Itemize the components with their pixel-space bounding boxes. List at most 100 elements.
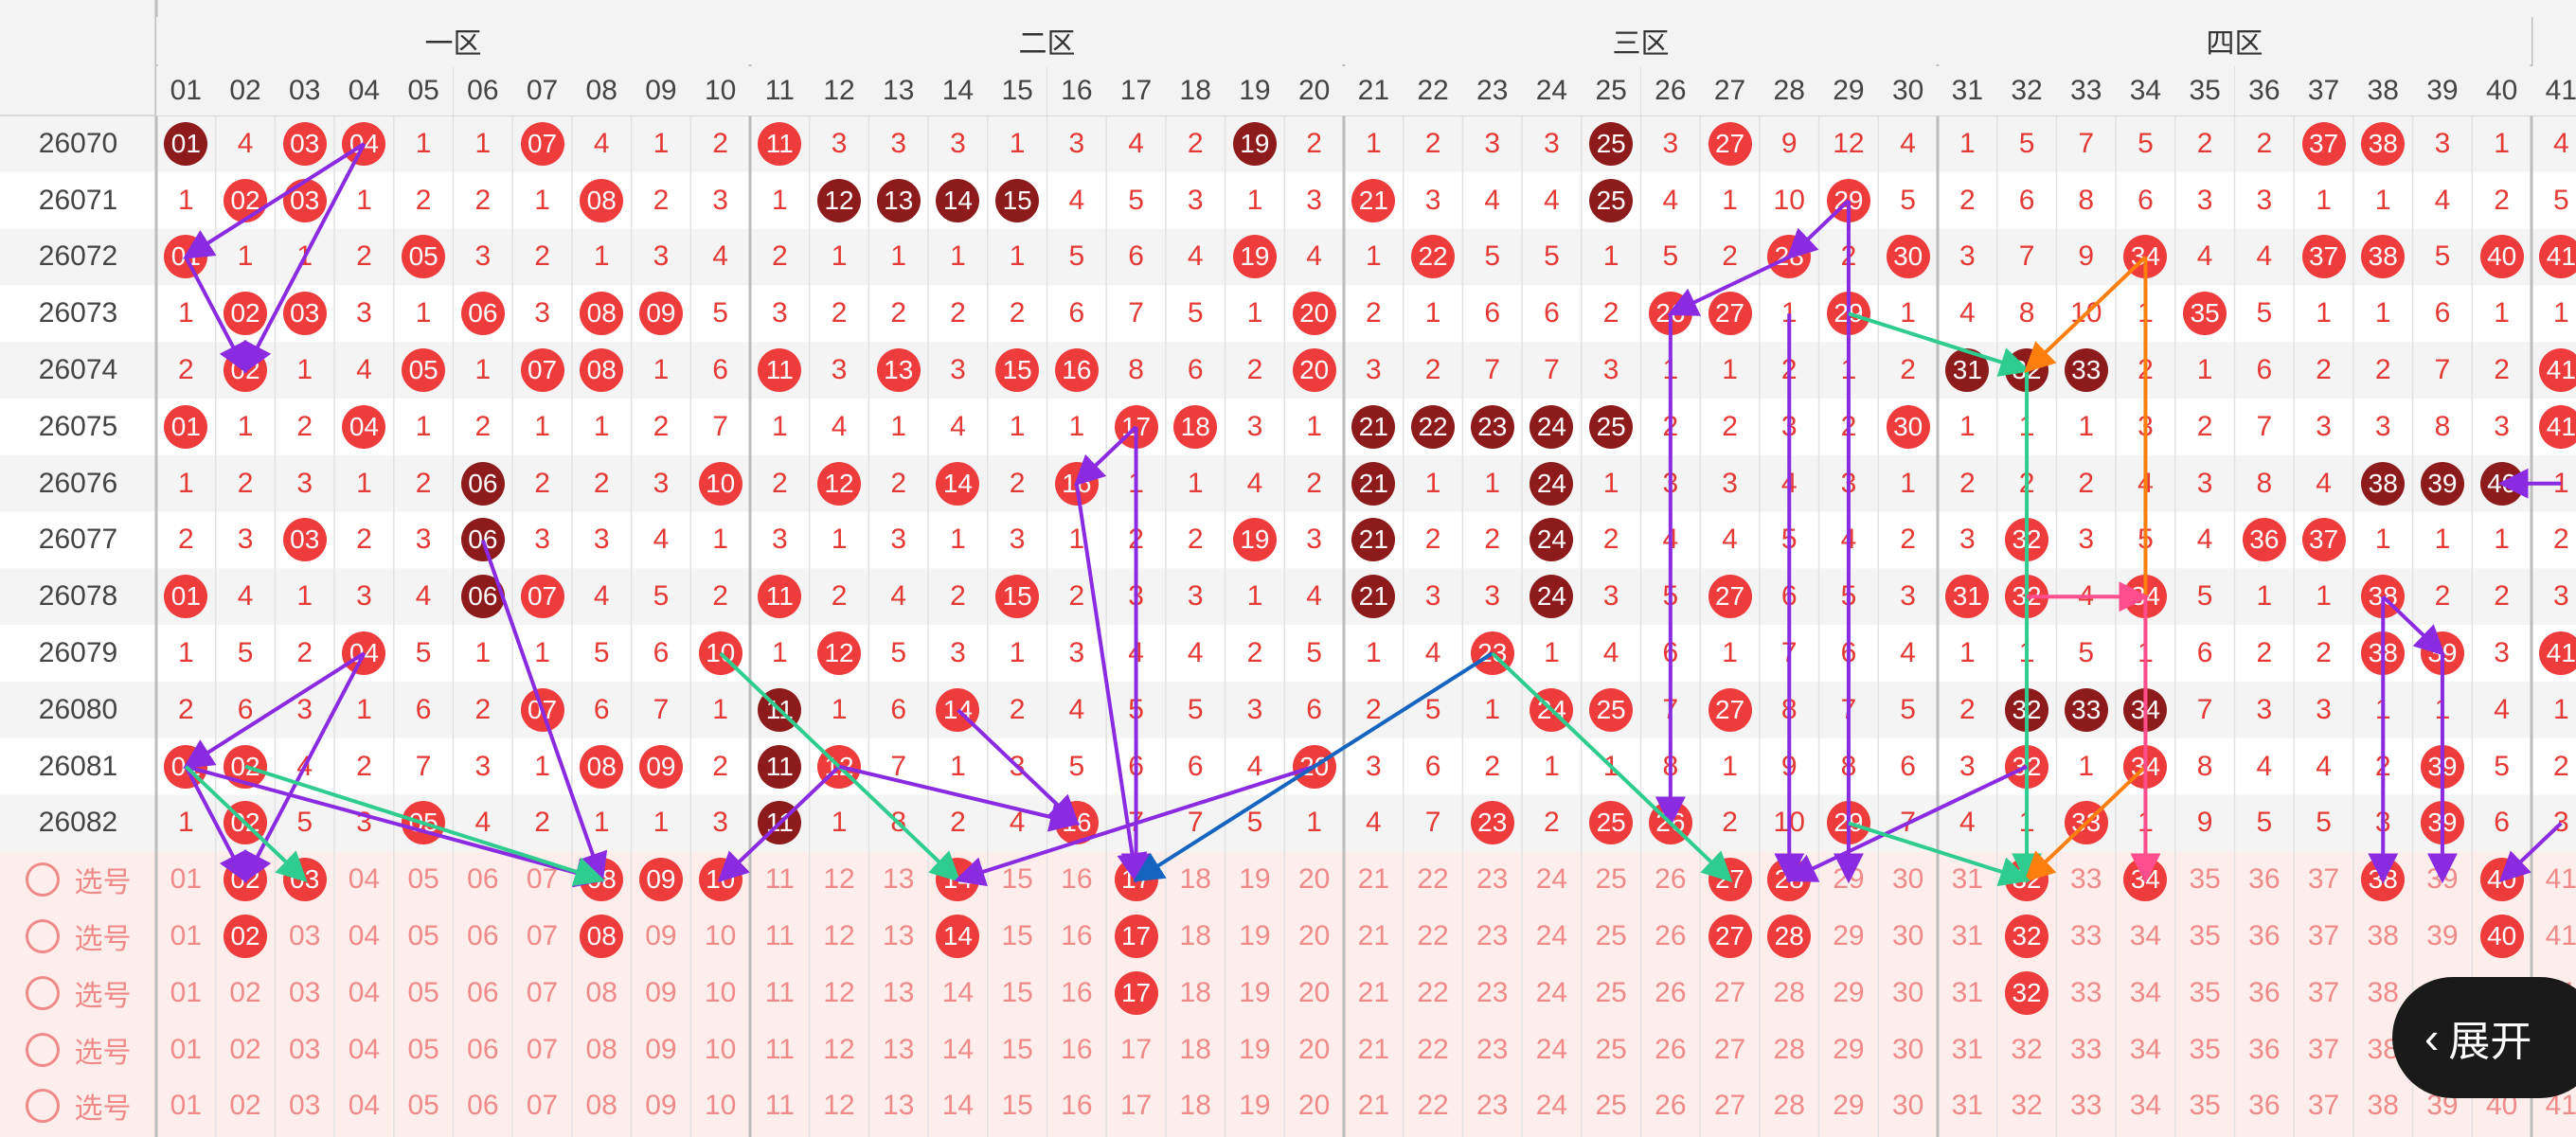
selected-number[interactable]: 32 xyxy=(2005,915,2049,959)
pick-cell[interactable]: 18 xyxy=(1166,851,1225,908)
pick-number[interactable]: 15 xyxy=(1001,976,1033,1008)
pick-number[interactable]: 36 xyxy=(2248,1090,2281,1122)
pick-cell[interactable]: 01 xyxy=(156,1022,216,1078)
pick-number[interactable]: 33 xyxy=(2070,863,2102,896)
pick-cell[interactable]: 16 xyxy=(1047,965,1107,1022)
pick-cell[interactable]: 37 xyxy=(2294,908,2353,965)
pick-number[interactable]: 06 xyxy=(467,1090,499,1122)
selected-number[interactable]: 32 xyxy=(2005,970,2049,1015)
pick-number[interactable]: 06 xyxy=(467,863,499,896)
pick-number[interactable]: 19 xyxy=(1239,1090,1271,1122)
pick-number[interactable]: 36 xyxy=(2248,920,2281,952)
pick-cell[interactable]: 30 xyxy=(1878,965,1938,1022)
pick-cell[interactable]: 35 xyxy=(2175,1078,2235,1135)
selected-number[interactable]: 14 xyxy=(936,858,980,902)
pick-cell[interactable]: 36 xyxy=(2235,965,2295,1022)
pick-cell[interactable]: 28 xyxy=(1760,908,1819,965)
selected-number[interactable]: 28 xyxy=(1767,858,1812,902)
pick-number[interactable]: 05 xyxy=(407,920,439,952)
pick-cell[interactable]: 39 xyxy=(2413,908,2473,965)
pick-cell[interactable]: 22 xyxy=(1404,965,1463,1022)
pick-number[interactable]: 28 xyxy=(1773,1090,1805,1122)
pick-cell[interactable]: 08 xyxy=(572,1022,632,1078)
pick-number[interactable]: 34 xyxy=(2129,1090,2162,1122)
pick-cell[interactable]: 38 xyxy=(2353,1078,2413,1135)
pick-number[interactable]: 18 xyxy=(1179,1033,1211,1065)
pick-cell[interactable]: 23 xyxy=(1462,851,1522,908)
pick-number[interactable]: 17 xyxy=(1119,1090,1153,1122)
pick-cell[interactable]: 04 xyxy=(334,965,394,1022)
selected-number[interactable]: 17 xyxy=(1114,970,1158,1015)
pick-cell[interactable]: 20 xyxy=(1284,851,1344,908)
pick-cell[interactable]: 31 xyxy=(1938,965,1997,1022)
radio-button[interactable] xyxy=(25,862,60,897)
pick-number[interactable]: 08 xyxy=(585,1090,617,1122)
pick-cell[interactable]: 14 xyxy=(928,908,988,965)
pick-cell[interactable]: 21 xyxy=(1344,965,1404,1022)
pick-number[interactable]: 31 xyxy=(1951,1090,1984,1122)
pick-number[interactable]: 25 xyxy=(1595,863,1627,896)
pick-cell[interactable]: 31 xyxy=(1938,1078,1997,1135)
pick-number[interactable]: 01 xyxy=(170,863,203,896)
pick-number[interactable]: 04 xyxy=(348,863,381,896)
pick-number[interactable]: 38 xyxy=(2367,920,2399,952)
pick-number[interactable]: 04 xyxy=(348,920,381,952)
pick-number[interactable]: 16 xyxy=(1061,1033,1093,1065)
pick-row-label[interactable]: 选号 xyxy=(0,908,156,965)
pick-number[interactable]: 11 xyxy=(764,1033,795,1065)
pick-number[interactable]: 07 xyxy=(526,920,559,952)
pick-number[interactable]: 39 xyxy=(2426,920,2459,952)
pick-cell[interactable]: 27 xyxy=(1700,1022,1760,1078)
pick-number[interactable]: 30 xyxy=(1891,1090,1924,1122)
pick-cell[interactable]: 24 xyxy=(1522,1022,1582,1078)
pick-cell[interactable]: 15 xyxy=(988,851,1047,908)
pick-number[interactable]: 02 xyxy=(229,1033,261,1065)
pick-number[interactable]: 14 xyxy=(941,976,975,1008)
pick-number[interactable]: 05 xyxy=(407,863,439,896)
pick-cell[interactable]: 23 xyxy=(1462,908,1522,965)
pick-number[interactable]: 22 xyxy=(1417,920,1449,952)
pick-number[interactable]: 13 xyxy=(883,863,915,896)
pick-number[interactable]: 36 xyxy=(2248,863,2281,896)
pick-cell[interactable]: 16 xyxy=(1047,1022,1107,1078)
pick-number[interactable]: 07 xyxy=(526,976,559,1008)
pick-number[interactable]: 06 xyxy=(467,920,499,952)
pick-number[interactable]: 29 xyxy=(1833,976,1865,1008)
pick-cell[interactable]: 34 xyxy=(2116,965,2175,1022)
pick-cell[interactable]: 02 xyxy=(216,1078,276,1135)
pick-cell[interactable]: 37 xyxy=(2294,965,2353,1022)
pick-number[interactable]: 13 xyxy=(883,976,915,1008)
pick-number[interactable]: 22 xyxy=(1417,1090,1449,1122)
pick-number[interactable]: 12 xyxy=(823,976,855,1008)
pick-cell[interactable]: 20 xyxy=(1284,1078,1344,1135)
pick-number[interactable]: 09 xyxy=(645,920,677,952)
pick-number[interactable]: 20 xyxy=(1297,976,1331,1008)
pick-cell[interactable]: 27 xyxy=(1700,1078,1760,1135)
pick-number[interactable]: 13 xyxy=(883,1090,915,1122)
pick-cell[interactable]: 03 xyxy=(275,1078,334,1135)
pick-number[interactable]: 19 xyxy=(1239,863,1271,896)
pick-number[interactable]: 11 xyxy=(764,1090,795,1122)
radio-button[interactable] xyxy=(25,1032,60,1067)
pick-cell[interactable]: 26 xyxy=(1641,851,1701,908)
pick-cell[interactable]: 13 xyxy=(868,1022,928,1078)
pick-number[interactable]: 37 xyxy=(2307,1090,2340,1122)
pick-cell[interactable]: 28 xyxy=(1760,1078,1819,1135)
pick-cell[interactable]: 35 xyxy=(2175,851,2235,908)
pick-number[interactable]: 08 xyxy=(585,1033,617,1065)
pick-cell[interactable]: 27 xyxy=(1700,908,1760,965)
pick-cell[interactable]: 10 xyxy=(690,1078,750,1135)
pick-cell[interactable]: 27 xyxy=(1700,965,1760,1022)
pick-cell[interactable]: 18 xyxy=(1166,1078,1225,1135)
pick-cell[interactable]: 38 xyxy=(2353,851,2413,908)
pick-cell[interactable]: 01 xyxy=(156,908,216,965)
pick-cell[interactable]: 29 xyxy=(1819,1078,1879,1135)
selected-number[interactable]: 17 xyxy=(1114,915,1158,959)
pick-number[interactable]: 15 xyxy=(1001,1090,1033,1122)
selected-number[interactable]: 32 xyxy=(2005,858,2049,902)
pick-cell[interactable]: 34 xyxy=(2116,851,2175,908)
pick-cell[interactable]: 28 xyxy=(1760,1022,1819,1078)
pick-cell[interactable]: 35 xyxy=(2175,965,2235,1022)
pick-number[interactable]: 30 xyxy=(1891,976,1924,1008)
pick-cell[interactable]: 32 xyxy=(1997,965,2057,1022)
